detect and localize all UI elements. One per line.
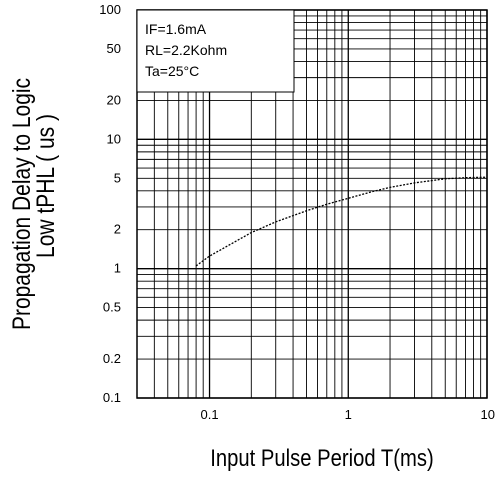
y-tick-label: 2: [114, 222, 121, 237]
y-tick-label: 20: [107, 92, 121, 107]
x-tick-label: 10: [481, 407, 495, 422]
y-tick-label: 5: [114, 170, 121, 185]
x-axis-label: Input Pulse Period T(ms): [210, 444, 433, 471]
x-tick-labels: 0.1 1 10: [201, 407, 495, 422]
legend-line-rl: RL=2.2Kohm: [145, 42, 227, 58]
legend-box: IF=1.6mA RL=2.2Kohm Ta=25°C: [137, 10, 294, 92]
legend-line-ta: Ta=25°C: [145, 63, 199, 79]
y-tick-label: 1: [114, 261, 121, 276]
y-tick-label: 100: [99, 2, 121, 17]
y-tick-label: 10: [107, 131, 121, 146]
y-tick-label: 0.5: [103, 300, 121, 315]
y-tick-label: 0.1: [103, 390, 121, 405]
y-tick-label: 0.2: [103, 351, 121, 366]
legend-line-if: IF=1.6mA: [145, 21, 207, 37]
y-tick-labels: 100 50 20 10 5 2 1 0.5 0.2 0.1: [99, 2, 121, 405]
y-tick-label: 50: [107, 41, 121, 56]
x-tick-label: 1: [345, 407, 352, 422]
y-axis-label-line2: Low tPHL ( us ): [31, 114, 59, 258]
x-tick-label: 0.1: [201, 407, 219, 422]
